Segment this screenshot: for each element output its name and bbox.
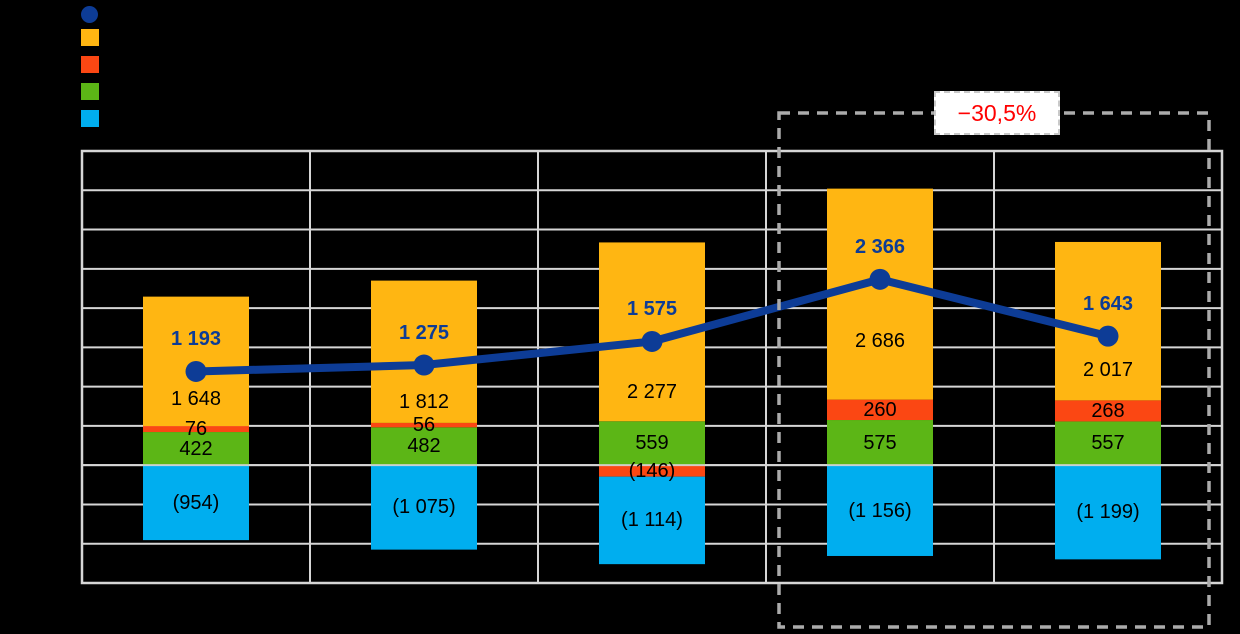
cyan-series-bar-segment [371, 465, 477, 550]
green-series-label: 482 [407, 435, 441, 458]
cyan-series-bar-segment [1055, 465, 1161, 560]
line-series-marker [413, 354, 435, 376]
red-series-label: 76 [184, 418, 208, 441]
orange-series-bar-segment [371, 280, 477, 423]
orange-segment-label: 2 277 [626, 381, 678, 403]
cyan-series-label: (1 114) [621, 509, 683, 532]
line-value-label: 1 275 [398, 322, 450, 345]
orange-series-bar-segment [827, 188, 933, 400]
green-series-bar-segment [143, 432, 249, 466]
orange-segment-label: 1 812 [398, 391, 450, 413]
line-series-marker [641, 330, 663, 352]
orange-segment-label: 2 686 [854, 330, 906, 352]
cyan-series-label: (954) [172, 491, 220, 514]
green-series-label: 559 [635, 432, 669, 455]
green-series-label: 422 [179, 437, 213, 460]
plot-border [80, 149, 1224, 585]
red-series-label: (146) [628, 459, 676, 482]
red-series-label: 268 [1091, 399, 1125, 422]
red-series-label: 56 [412, 414, 436, 437]
cyan-series-label: (1 156) [848, 499, 912, 522]
orange-segment-label: 2 017 [1082, 359, 1134, 381]
orange-segment-label: 1 648 [170, 388, 222, 410]
green-series-label: 557 [1091, 432, 1125, 455]
green-series-bar-segment [1055, 421, 1161, 466]
line-value-label: 1 643 [1082, 293, 1134, 316]
orange-series-bar-segment [1055, 241, 1161, 401]
line-series-marker [1097, 325, 1119, 347]
red-series-bar-segment [143, 426, 249, 433]
line-value-label: 1 193 [170, 328, 222, 351]
line-value-label: 2 366 [854, 236, 906, 259]
delta-annotation: −30,5% [934, 91, 1060, 135]
line-series-swatch [81, 6, 98, 23]
green-series-bar-segment [827, 420, 933, 466]
line-series-marker [185, 360, 207, 382]
cyan-series-bar-segment [827, 465, 933, 556]
green-series-bar-segment [599, 421, 705, 466]
green-series-label: 575 [863, 431, 897, 454]
cyan-series-label: (1 075) [392, 496, 456, 519]
red-series-label: 260 [863, 398, 897, 421]
cyan-series-label: (1 199) [1076, 501, 1140, 524]
cyan-series-bar-segment [143, 465, 249, 541]
green-series-swatch [81, 83, 99, 100]
orange-series-swatch [81, 29, 99, 46]
red-series-bar-segment [599, 465, 705, 477]
red-series-bar-segment [371, 422, 477, 428]
line-value-label: 1 575 [626, 298, 678, 321]
line-series-marker [869, 268, 891, 290]
red-series-swatch [81, 56, 99, 73]
red-series-bar-segment [1055, 400, 1161, 422]
cyan-series-bar-segment [599, 476, 705, 565]
cyan-series-swatch [81, 110, 99, 127]
green-series-bar-segment [371, 427, 477, 466]
red-series-bar-segment [827, 399, 933, 421]
